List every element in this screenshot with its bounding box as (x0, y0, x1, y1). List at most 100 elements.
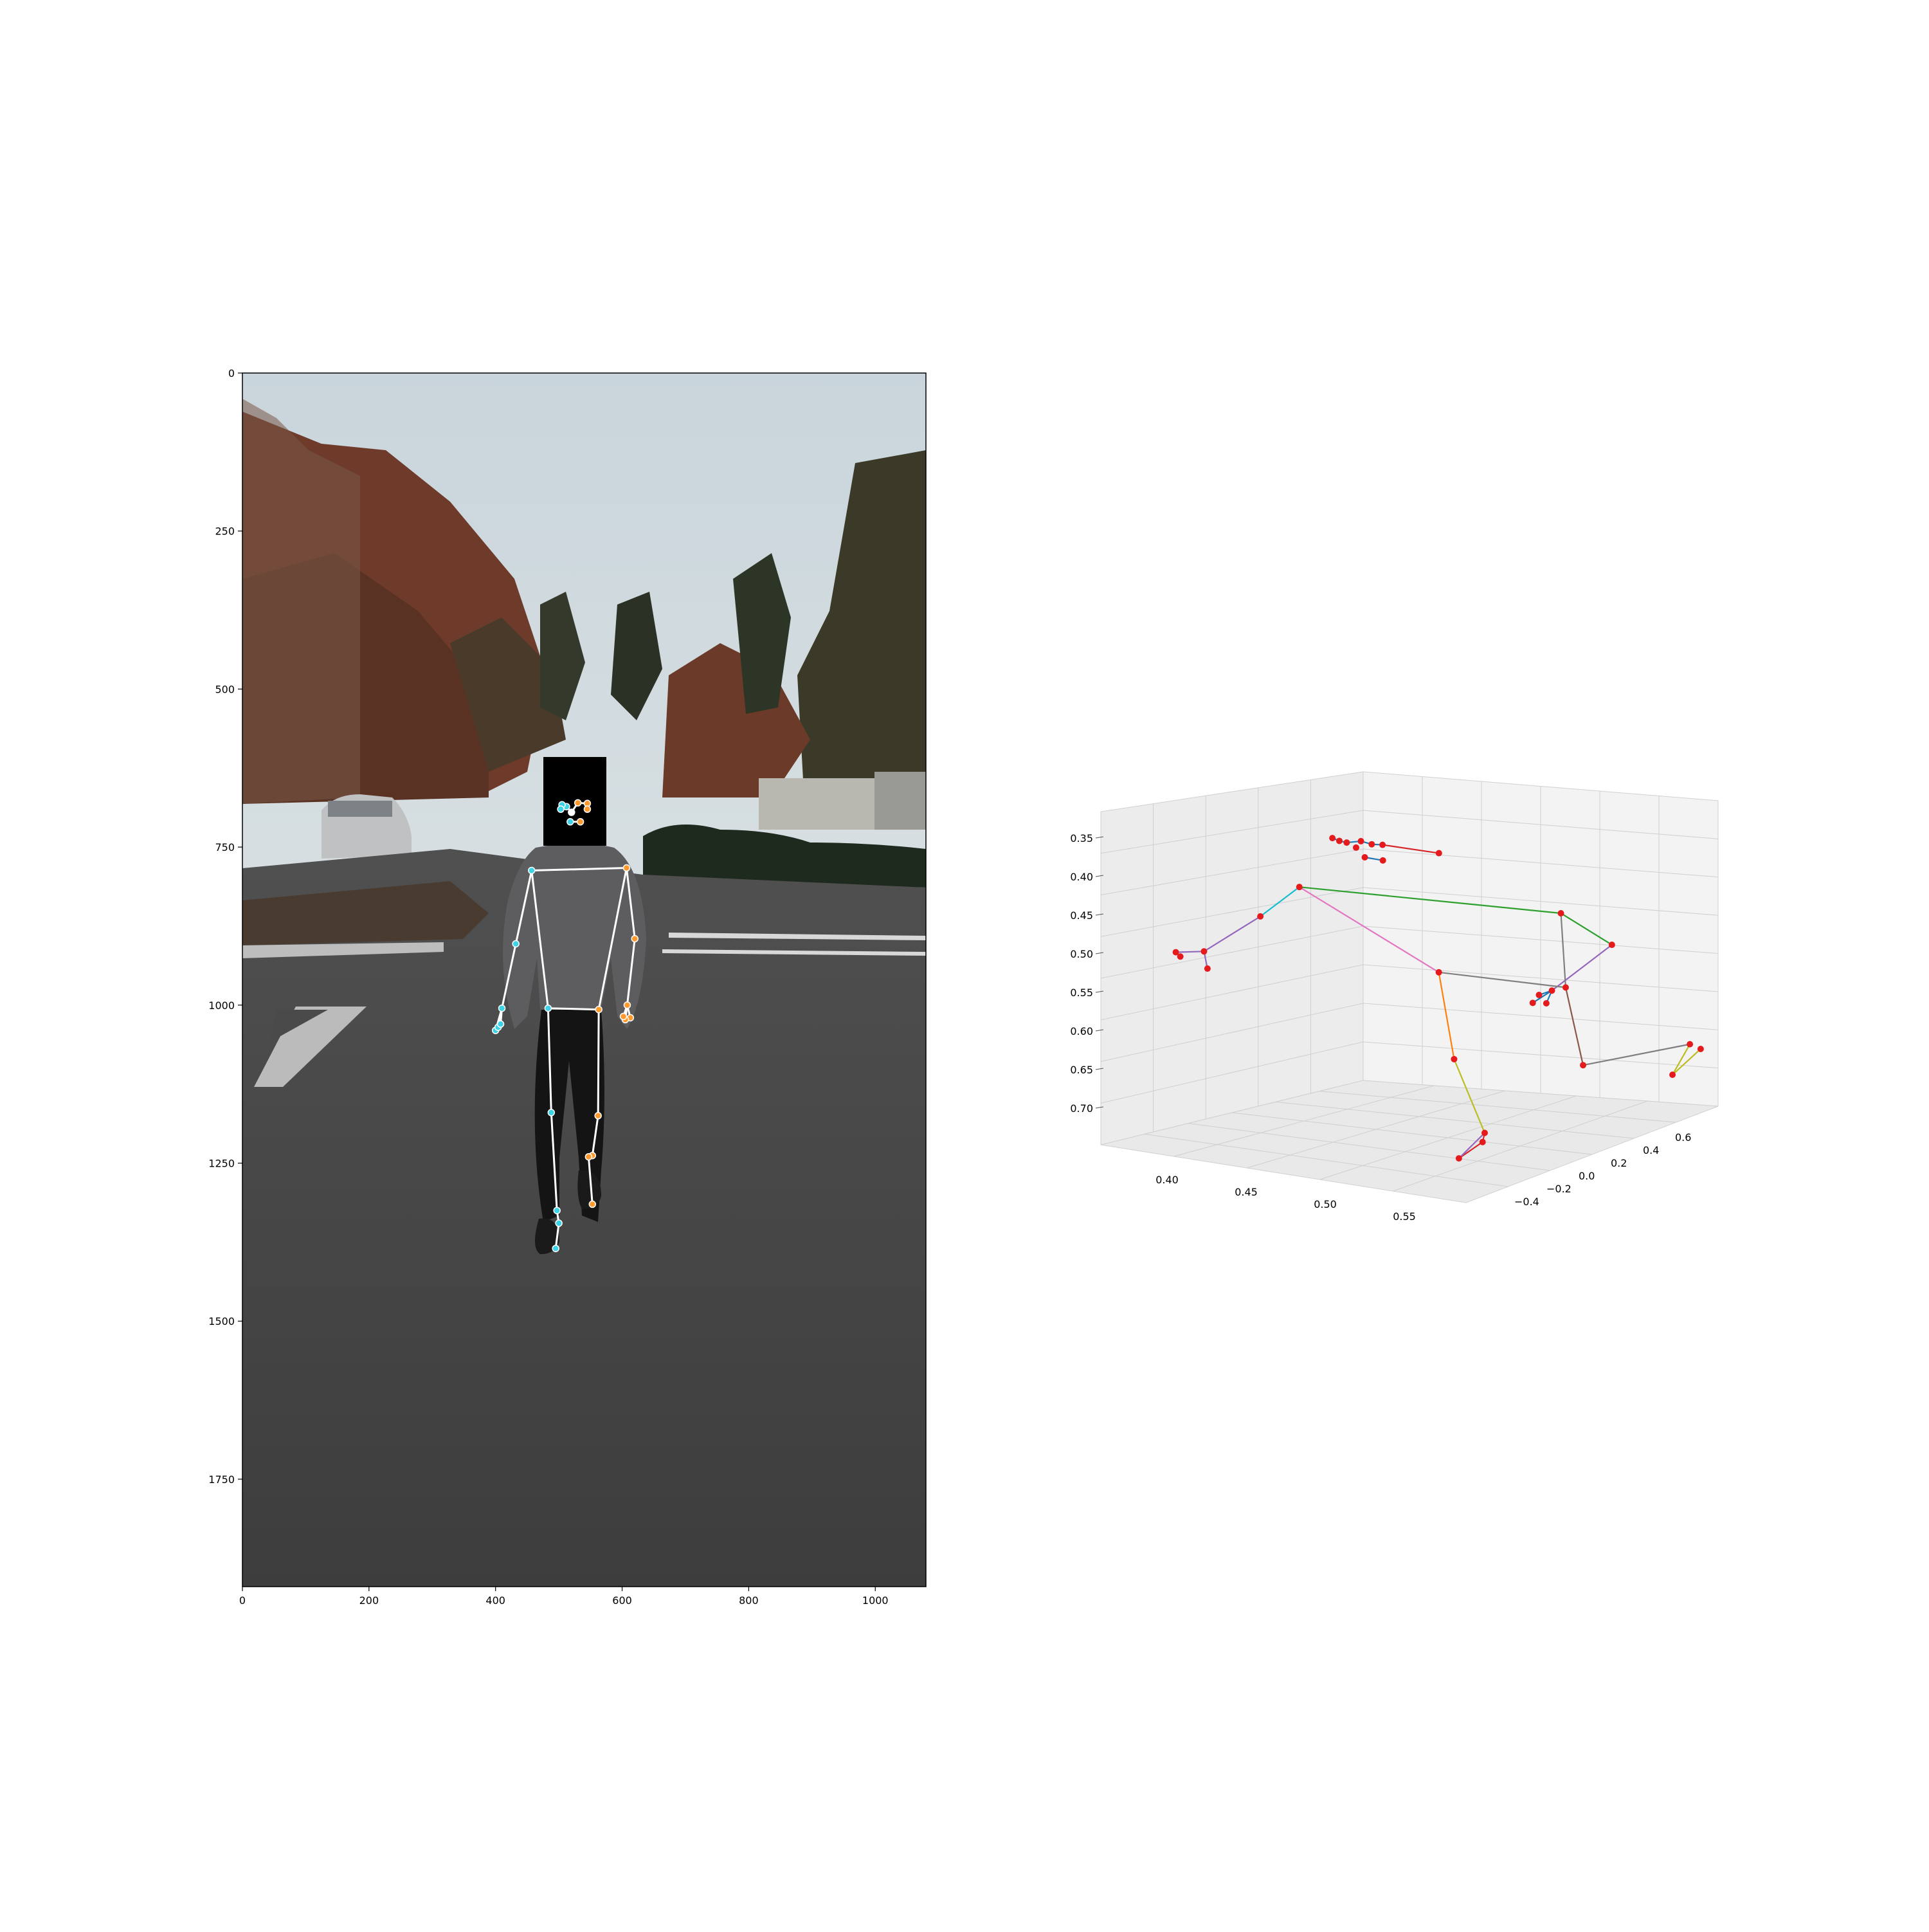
y-tick-label: 1000 (208, 999, 235, 1012)
z-tick-label: 0.60 (1070, 1025, 1093, 1037)
joint-right_shoulder (1557, 909, 1564, 916)
keypoint-left_foot_index (552, 1244, 559, 1252)
grid-line (1319, 1091, 1676, 1123)
z-tick-mark (1095, 1106, 1104, 1109)
grid-line (1363, 887, 1719, 916)
z-tick-mark (1095, 875, 1104, 877)
y-tick-label: 500 (215, 683, 235, 695)
keypoint-nose (568, 808, 575, 816)
z-tick-label: 0.50 (1070, 948, 1093, 960)
joint-head_2 (1336, 837, 1343, 844)
y-tick-label: 1250 (208, 1158, 235, 1170)
bone-3d-right_heel-right_foot_index (1672, 1048, 1701, 1075)
grid-line (1100, 887, 1364, 937)
joint-left_ankle (1481, 1129, 1489, 1136)
z-tick-label: 0.70 (1070, 1102, 1093, 1115)
bone-3d-left_heel-left_foot_index (1458, 1141, 1483, 1159)
bone-3d-left_shoulder-left_hip (1299, 886, 1440, 973)
bone-2d-right_shoulder-right_elbow (625, 867, 636, 940)
joint-right_hand_1 (1535, 992, 1543, 999)
bone-2d-right_knee-right_ankle (591, 1115, 599, 1157)
bone-2d-left_shoulder-left_hip (530, 869, 549, 1010)
keypoint-left_knee (547, 1109, 556, 1116)
bone-2d-left_hip-right_hip (547, 1007, 600, 1011)
x-tick-label: 0 (239, 1594, 246, 1607)
bone-3d-left_ankle-left_foot_index (1458, 1132, 1485, 1159)
keypoint-right_eye (574, 799, 582, 807)
keypoint-left_heel (555, 1219, 563, 1227)
grid-line (1363, 1003, 1719, 1030)
bone-3d-left_hip-left_knee (1438, 972, 1455, 1060)
joint-left_hand_1 (1172, 949, 1179, 956)
keypoint-right_hip (595, 1005, 602, 1014)
z-tick-mark (1095, 990, 1104, 993)
bone-2d-left_heel-left_foot_index (554, 1222, 560, 1250)
y-tick-label: 750 (215, 841, 235, 853)
z-tick-mark (1095, 1068, 1104, 1070)
keypoint-right_shoulder (622, 864, 631, 872)
keypoint-left_hip (544, 1004, 552, 1012)
z-tick-label: 0.40 (1070, 871, 1093, 883)
joint-right_foot_index (1669, 1071, 1676, 1079)
joint-left_knee (1451, 1055, 1458, 1062)
bone-3d-left_shoulder-left_elbow (1260, 886, 1300, 917)
x-tick-label: 400 (485, 1594, 505, 1607)
joint-head_5 (1368, 841, 1375, 848)
joint-head_4 (1357, 837, 1364, 844)
joint-head_10 (1379, 857, 1386, 864)
grid-line (1188, 1123, 1550, 1171)
z-tick-mark (1095, 952, 1104, 954)
x3d-tick-label: 0.50 (1314, 1198, 1337, 1210)
joint-right_knee (1580, 1062, 1587, 1069)
grid-line (1144, 1133, 1508, 1187)
bone-2d-left_knee-left_ankle (550, 1111, 558, 1212)
bone-2d-right_shoulder-right_hip (597, 867, 628, 1011)
bone-3d-right_shoulder-right_elbow (1560, 913, 1613, 945)
y-tick-label: 1750 (208, 1473, 235, 1486)
bone-3d-right_hip-right_knee (1564, 987, 1584, 1066)
joint-right_wrist (1548, 987, 1555, 994)
keypoint-left_ear (557, 805, 565, 813)
grid-line (1363, 1041, 1719, 1069)
keypoint-right_heel (584, 1153, 593, 1161)
grid-line (1363, 925, 1719, 954)
bone-3d-left_knee-left_ankle (1453, 1059, 1486, 1133)
joint-right_elbow (1608, 942, 1615, 949)
grid-line (1363, 848, 1719, 878)
bone-3d-head_6-head_7 (1382, 844, 1439, 854)
joint-left_hand_2 (1177, 953, 1184, 960)
y-tick-label: 0 (228, 367, 235, 379)
grid-line (1275, 1101, 1635, 1139)
z-tick-label: 0.35 (1070, 832, 1093, 844)
keypoints-2d (491, 799, 638, 1252)
joint-left_shoulder (1296, 884, 1303, 891)
bone-2d-left_shoulder-right_shoulder (530, 867, 628, 871)
grid-line (1363, 810, 1719, 839)
keypoint-right_knee (594, 1112, 602, 1120)
joint-left_foot_index (1455, 1155, 1462, 1162)
bone-3d-right_shoulder-right_hip (1560, 913, 1567, 988)
joint-right_hand_3 (1543, 1000, 1550, 1007)
bone-3d-right_ankle-right_foot_index (1672, 1044, 1691, 1075)
pane-3d (1100, 771, 1719, 1203)
x3d-tick-label: 0.55 (1393, 1210, 1416, 1223)
grid-line (1231, 1112, 1593, 1155)
x-tick-label: 200 (359, 1594, 379, 1607)
bone-3d-left_wrist-left_hand_1 (1175, 951, 1204, 953)
keypoint-left_shoulder (528, 866, 536, 875)
bones-3d (1175, 837, 1701, 1159)
bone-3d-left_elbow-left_wrist (1203, 915, 1261, 952)
keypoint-right_ear (583, 805, 592, 813)
bone-2d-left_elbow-left_wrist (501, 942, 517, 1010)
y3d-tick-label: −0.4 (1514, 1196, 1539, 1208)
z-tick-label: 0.55 (1070, 987, 1093, 999)
video-frame (242, 373, 926, 1587)
keypoint-left_ankle (553, 1207, 561, 1214)
joint-left_elbow (1257, 913, 1264, 920)
joint-right_ankle (1687, 1041, 1694, 1048)
z-tick-mark (1095, 913, 1104, 916)
bone-2d-right_heel-right_foot_index (587, 1156, 593, 1205)
z-tick-label: 0.45 (1070, 909, 1093, 922)
y3d-tick-label: −0.2 (1546, 1183, 1571, 1195)
